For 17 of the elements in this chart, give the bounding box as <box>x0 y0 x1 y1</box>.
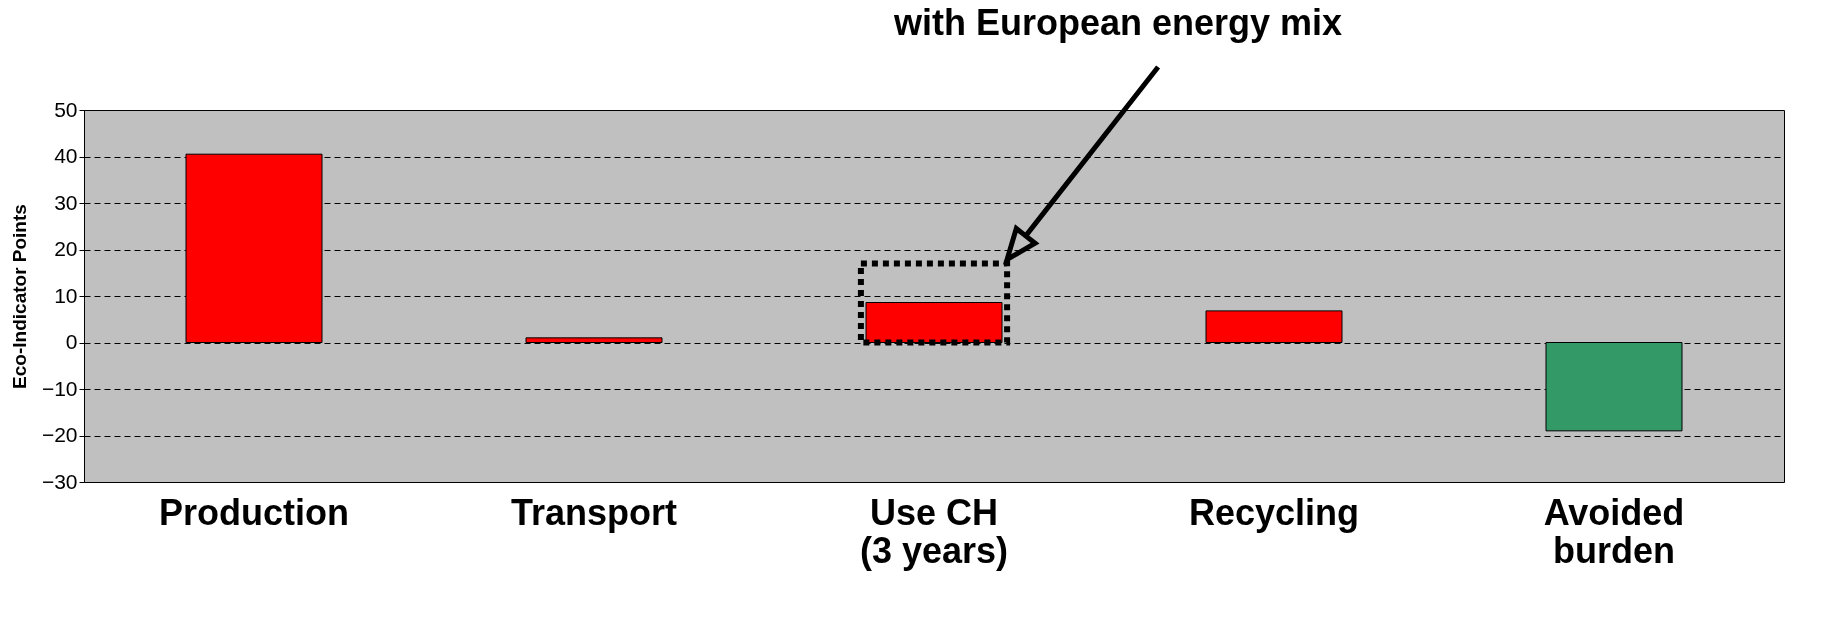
y-tick-label: 30 <box>54 190 78 214</box>
x-tick-label: Production <box>159 491 349 533</box>
y-axis-title: Eco-Indicator Points <box>8 204 30 389</box>
x-tick-label: Use CH (3 years) <box>859 491 1009 571</box>
y-tick-label: 0 <box>65 330 78 353</box>
x-tick-label: Recycling <box>1188 491 1360 533</box>
y-tick-label: 20 <box>54 237 78 260</box>
y-tick-label: 10 <box>54 283 78 307</box>
bar <box>1545 342 1683 432</box>
y-tick-label: 50 <box>54 97 78 121</box>
text: with European energy mix <box>892 2 1343 44</box>
x-tick-label: Avoided burden <box>1543 491 1685 571</box>
y-tick-label: −10 <box>41 376 78 400</box>
y-tick-label: −30 <box>41 469 78 493</box>
x-tick-label: Transport <box>510 491 678 533</box>
y-tick-label: 40 <box>54 144 78 167</box>
y-tick-label: −20 <box>41 423 78 446</box>
